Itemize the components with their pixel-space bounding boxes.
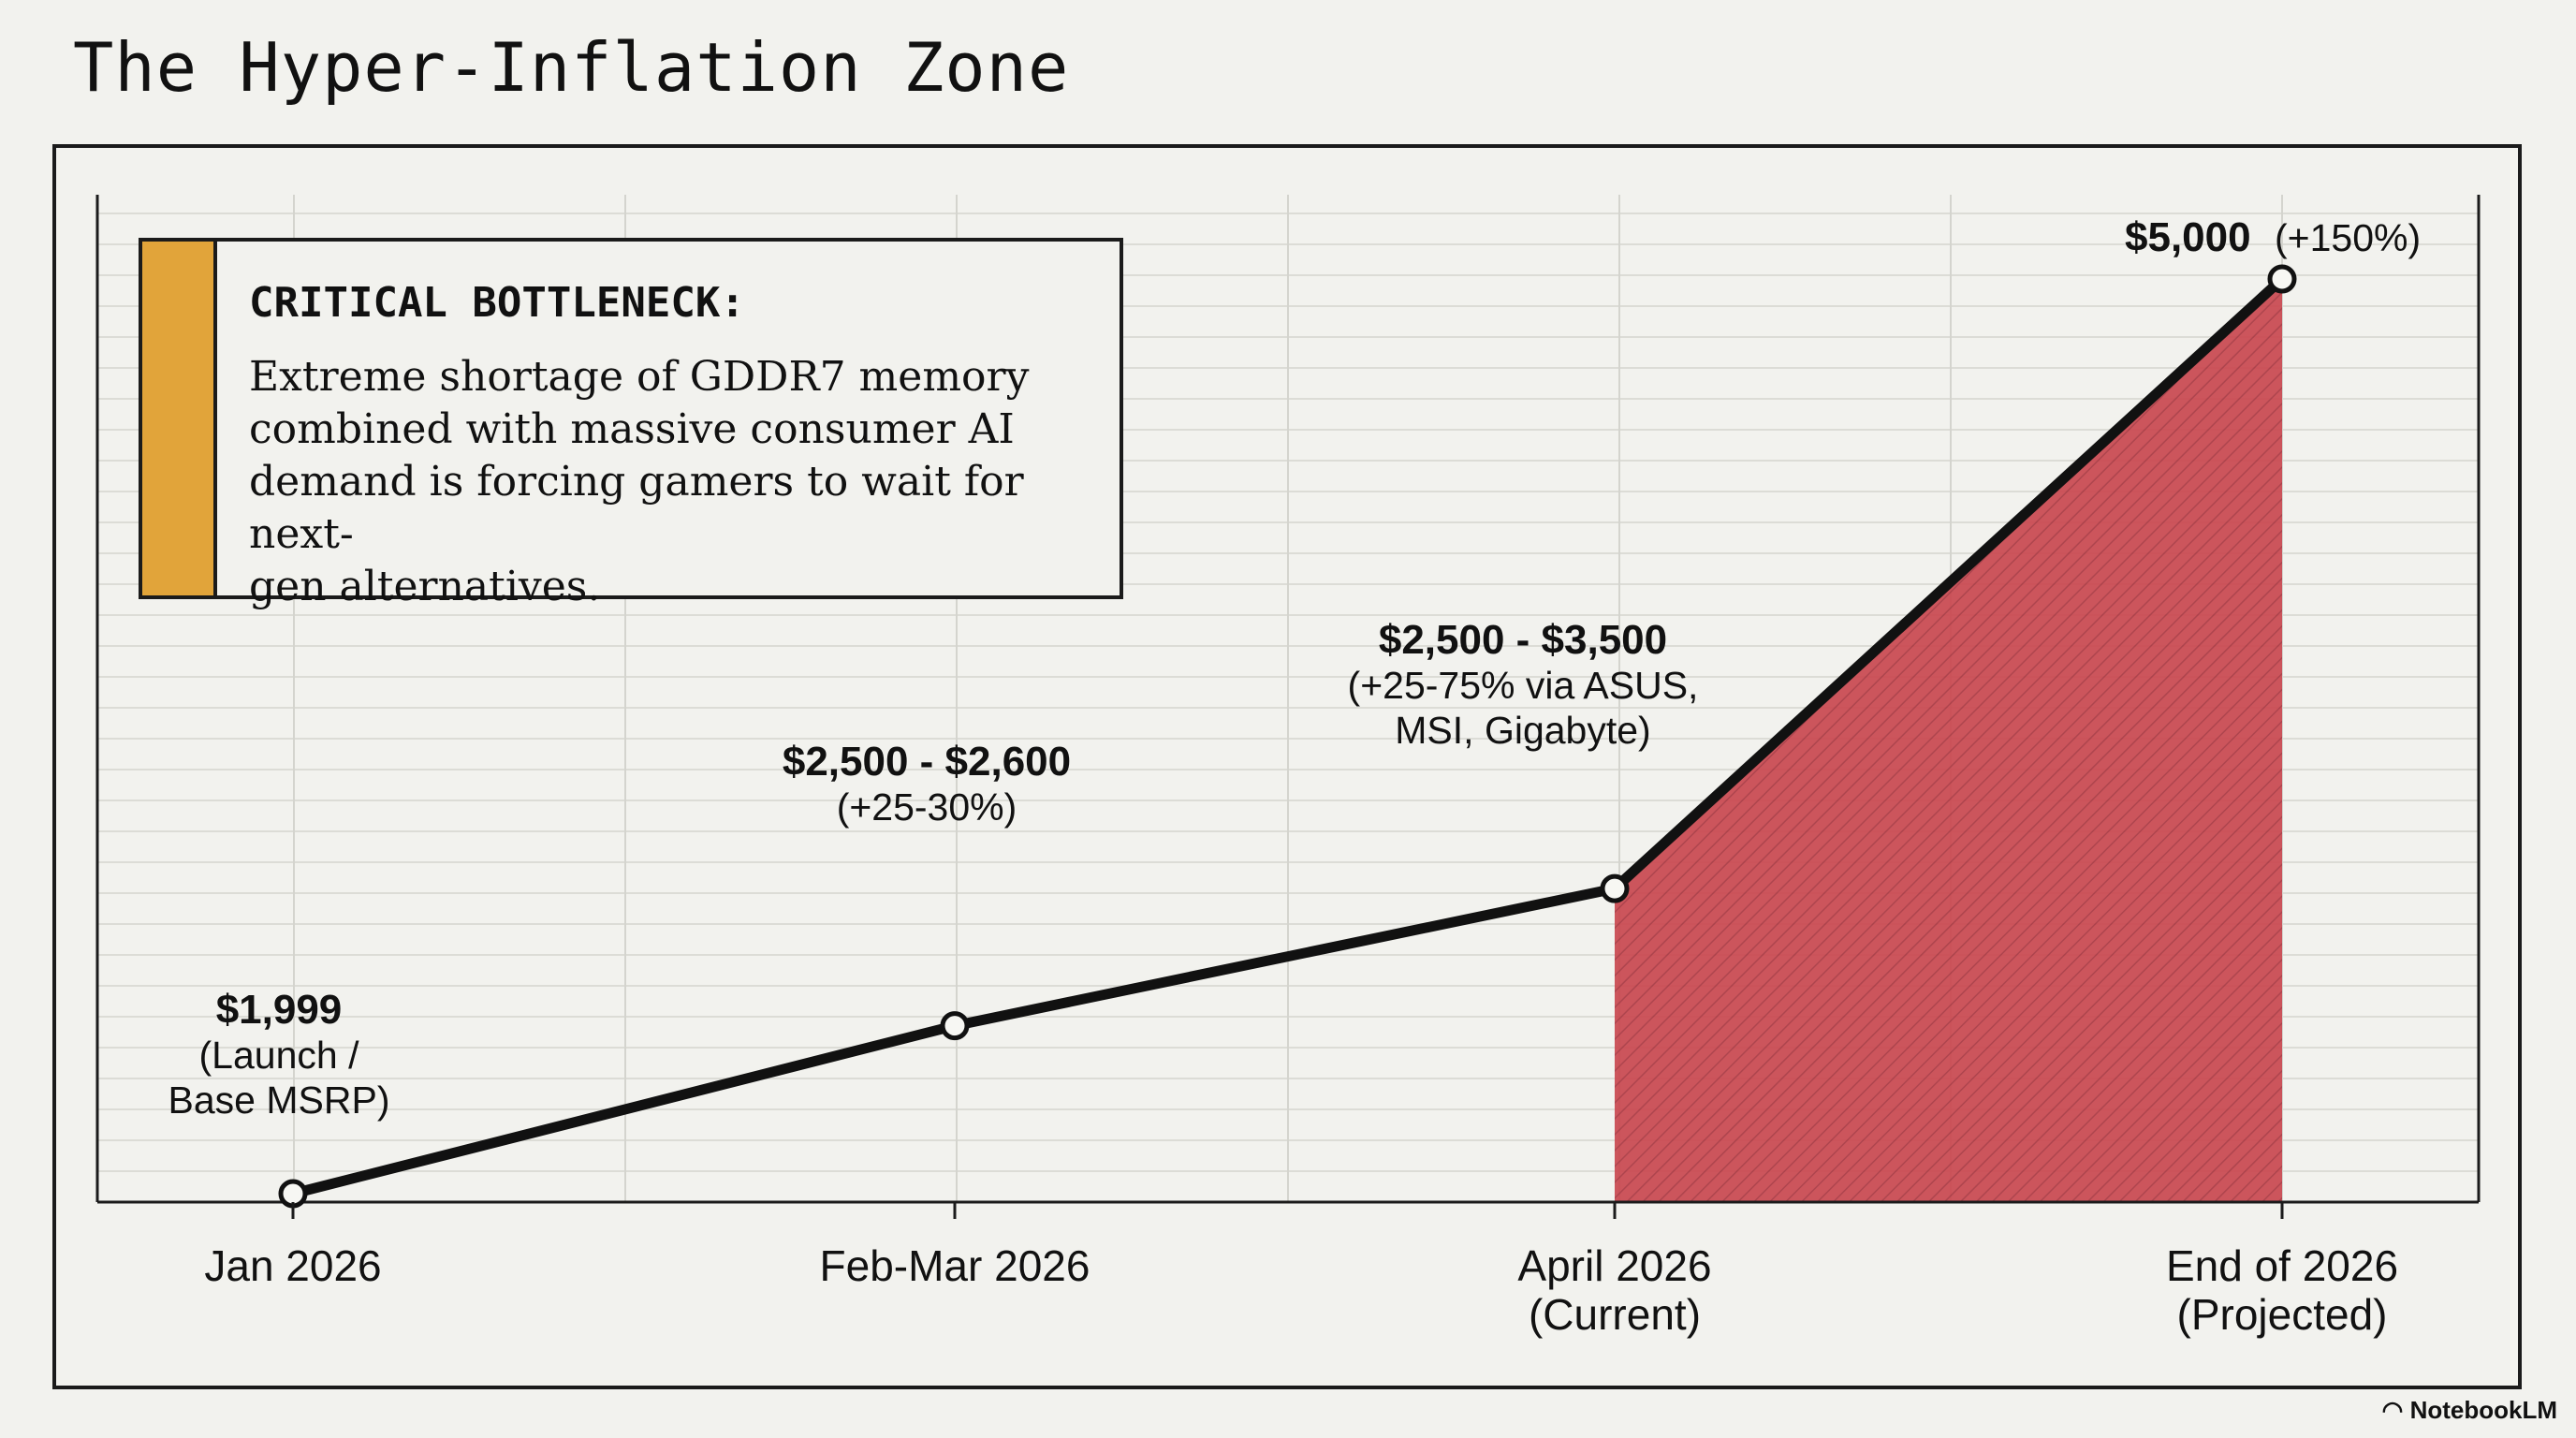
data-label-note: MSI, Gigabyte) bbox=[1395, 709, 1650, 752]
x-tick-label: End of 2026 bbox=[2166, 1241, 2398, 1290]
callout-heading: CRITICAL BOTTLENECK: bbox=[249, 279, 745, 327]
data-label-note: (+150%) bbox=[2275, 216, 2421, 259]
callout-line: combined with massive consumer AI bbox=[249, 405, 1015, 453]
data-label-note: (+25-75% via ASUS, bbox=[1348, 664, 1699, 707]
critical-bottleneck-callout: CRITICAL BOTTLENECK: Extreme shortage of… bbox=[139, 238, 1123, 610]
chart-frame bbox=[52, 144, 2522, 1389]
callout-line: Extreme shortage of GDDR7 memory bbox=[249, 353, 1030, 401]
x-tick-label: (Projected) bbox=[2177, 1290, 2388, 1339]
data-label-note: (Launch / bbox=[199, 1034, 360, 1077]
notebooklm-watermark: ◠ NotebookLM bbox=[2382, 1396, 2557, 1425]
callout-line: gen alternatives. bbox=[249, 563, 601, 610]
callout-accent-bar bbox=[142, 242, 217, 595]
data-label-note: Base MSRP) bbox=[168, 1078, 390, 1122]
data-point bbox=[2267, 264, 2297, 294]
x-tick-label: April 2026 bbox=[1517, 1241, 1711, 1290]
callout-text: Extreme shortage of GDDR7 memory combine… bbox=[249, 351, 1088, 613]
data-label-value: $2,500 - $2,600 bbox=[783, 739, 1071, 785]
price-line bbox=[291, 274, 2286, 1199]
x-tick-label: Jan 2026 bbox=[204, 1241, 381, 1290]
watermark-text: NotebookLM bbox=[2409, 1396, 2557, 1424]
x-tick-label: (Current) bbox=[1529, 1290, 1701, 1339]
data-point bbox=[1600, 873, 1630, 903]
hyper-inflation-zone-area bbox=[1615, 279, 2282, 1202]
x-tick-label: Feb-Mar 2026 bbox=[820, 1241, 1090, 1290]
callout-line: demand is forcing gamers to wait for nex… bbox=[249, 458, 1024, 558]
data-point bbox=[940, 1011, 970, 1041]
data-label-value: $5,000 bbox=[2125, 214, 2251, 260]
data-label-value: $1,999 bbox=[216, 987, 343, 1033]
data-label-value: $2,500 - $3,500 bbox=[1379, 617, 1667, 663]
page-title: The Hyper-Inflation Zone bbox=[73, 28, 1070, 107]
data-label-note: (+25-30%) bbox=[837, 785, 1017, 829]
notebooklm-logo-icon: ◠ bbox=[2381, 1396, 2410, 1424]
